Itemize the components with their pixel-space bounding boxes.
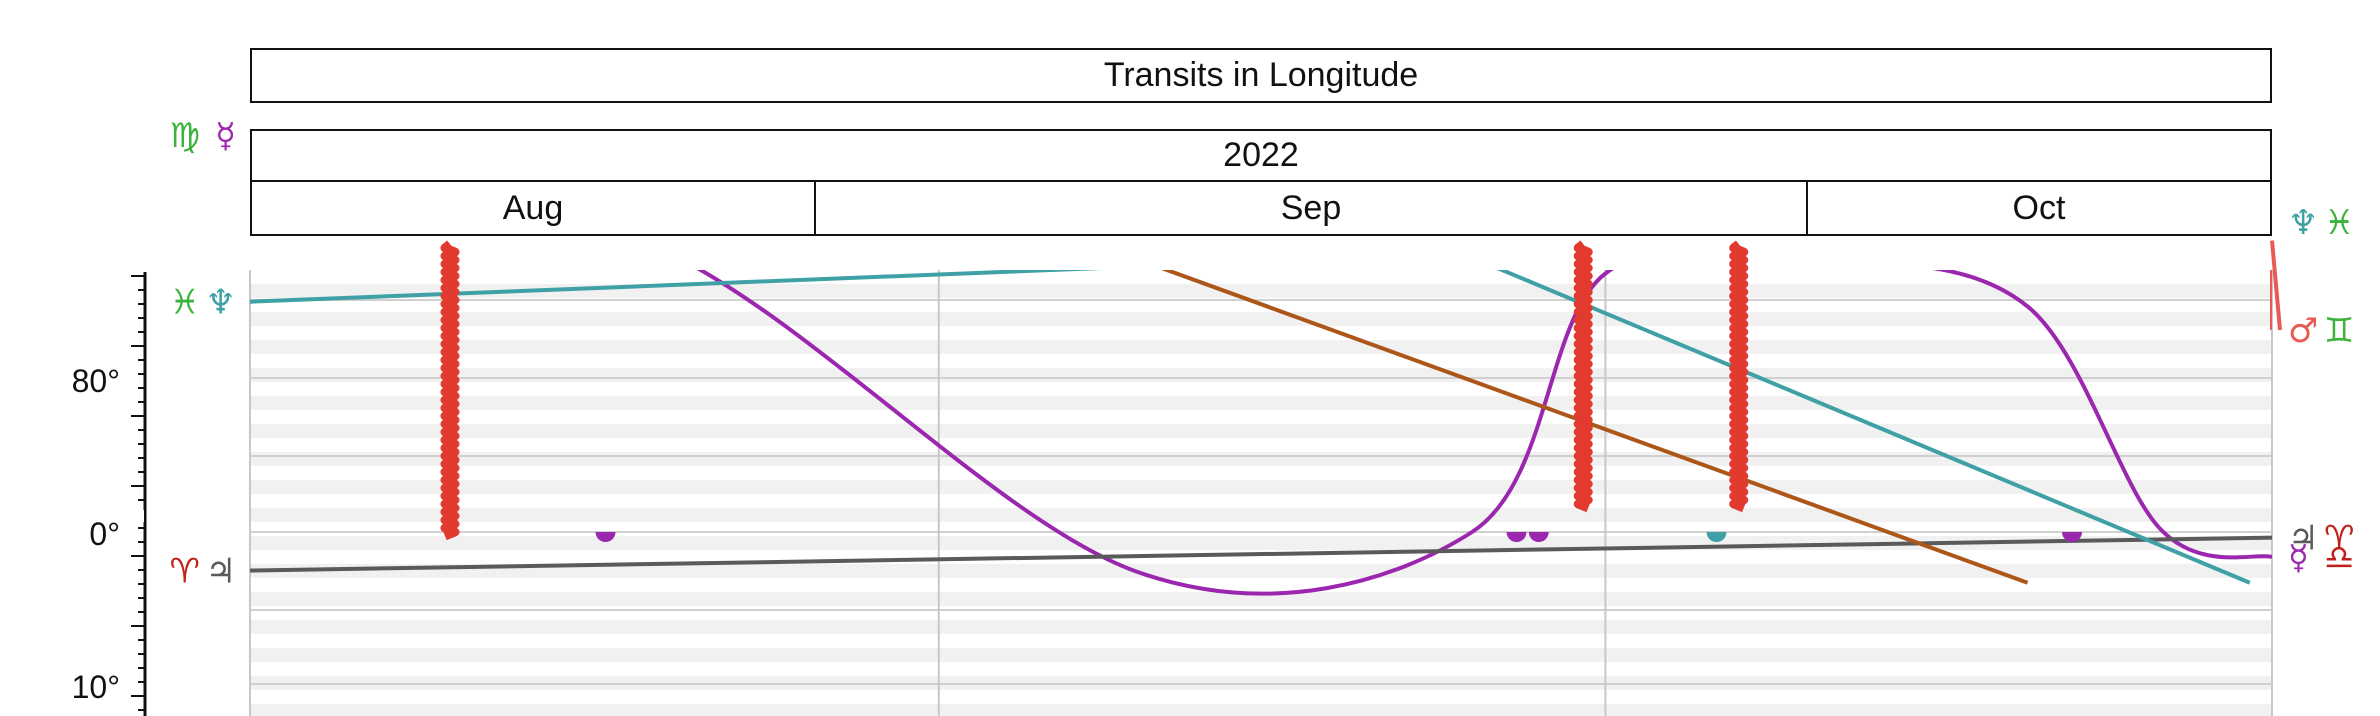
y-tick-label: 0° bbox=[89, 516, 120, 552]
axis-break bbox=[60, 510, 144, 522]
station-mark bbox=[1573, 240, 1593, 513]
glyph-label: ♓ bbox=[170, 283, 200, 323]
glyph-label: ♃ bbox=[2288, 519, 2318, 559]
glyph-label: ♂ bbox=[2288, 311, 2318, 351]
glyph-label: ♈ bbox=[2324, 519, 2354, 559]
aspect-marker bbox=[1528, 532, 1549, 542]
aspect-marker bbox=[1506, 532, 1527, 542]
series-4-line bbox=[1161, 270, 2029, 585]
glyph-label: ♎ bbox=[2324, 538, 2354, 578]
grid-stripe bbox=[250, 396, 2272, 410]
aspect-markers bbox=[595, 532, 2083, 542]
month-oct: Oct bbox=[1806, 180, 2272, 236]
y-tick-label: 10° bbox=[72, 669, 120, 705]
grid-stripe bbox=[250, 620, 2272, 634]
horizontal-grid bbox=[250, 299, 2272, 685]
grid-stripe bbox=[250, 480, 2272, 494]
station-mark bbox=[1729, 240, 1749, 513]
mercury-end-labels: ☿ ♎ bbox=[2288, 538, 2354, 578]
glyph-label: ☿ bbox=[215, 116, 236, 156]
grid-stripe bbox=[250, 508, 2272, 522]
station-marks bbox=[440, 240, 1749, 541]
aspect-marker bbox=[2062, 532, 2083, 542]
series-lines bbox=[250, 270, 2272, 596]
glyph-label: ♃ bbox=[206, 552, 236, 592]
glyph-label: ☿ bbox=[2288, 538, 2309, 578]
glyph-label: ♊ bbox=[2324, 311, 2354, 351]
grid-stripe bbox=[250, 312, 2272, 326]
mercury-start-labels: ☿♍ bbox=[170, 116, 236, 156]
chart-title: Transits in Longitude bbox=[250, 48, 2272, 103]
grid-stripe bbox=[250, 592, 2272, 606]
glyph-label: ♆ bbox=[206, 283, 236, 323]
background-stripes bbox=[250, 284, 2272, 716]
grid-stripe bbox=[250, 284, 2272, 298]
month-sep: Sep bbox=[814, 180, 1808, 236]
jupiter-end-labels: ♃ ♈ bbox=[2288, 519, 2354, 559]
grid-stripe bbox=[250, 368, 2272, 382]
grid-stripe bbox=[250, 648, 2272, 662]
y-axis: 80° 0° 10° bbox=[60, 272, 147, 716]
month-header-row: Aug Sep Oct bbox=[250, 180, 2272, 238]
mercury-line bbox=[696, 270, 2272, 596]
station-mark bbox=[440, 240, 460, 541]
mars-line-tail bbox=[2270, 240, 2282, 331]
month-aug: Aug bbox=[250, 180, 816, 236]
jupiter-line bbox=[250, 535, 2272, 573]
mars-end-labels: ♂ ♊ bbox=[2288, 311, 2354, 351]
month-gridlines bbox=[249, 270, 2273, 716]
neptune-start-labels: ♆♓ bbox=[170, 283, 236, 323]
grid-stripe bbox=[250, 340, 2272, 354]
jupiter-start-labels: ♃♈ bbox=[170, 552, 236, 592]
glyph-label: ♓ bbox=[2324, 203, 2354, 243]
neptune-line bbox=[250, 270, 1103, 304]
grid-stripe bbox=[250, 424, 2272, 438]
glyph-label: ♈ bbox=[170, 552, 200, 592]
grid-stripe bbox=[250, 564, 2272, 578]
y-tick-label: 80° bbox=[72, 363, 120, 399]
aspect-marker bbox=[1706, 532, 1727, 542]
aspect-marker bbox=[595, 532, 616, 542]
grid-stripe bbox=[250, 704, 2272, 716]
series-5-line bbox=[1496, 270, 2251, 585]
neptune-end-labels: ♆ ♓ bbox=[2288, 203, 2354, 243]
glyph-label: ♆ bbox=[2288, 203, 2318, 243]
glyph-label: ♍ bbox=[170, 116, 200, 156]
